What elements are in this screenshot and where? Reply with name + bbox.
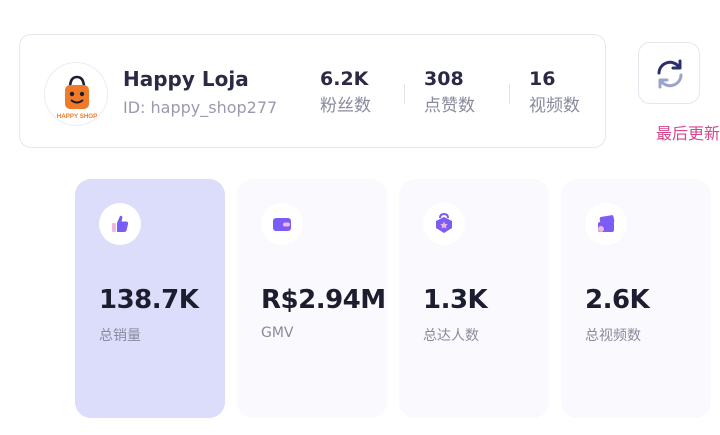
metric-card-total-influencers[interactable]: 1.3K 总达人数 (399, 179, 549, 418)
metric-card-total-sales[interactable]: 138.7K 总销量 (75, 179, 225, 418)
metric-card-gmv[interactable]: R$2.94M GMV (237, 179, 387, 418)
metric-value: 1.3K (423, 285, 488, 315)
stat-videos-label: 视频数 (529, 96, 580, 116)
metric-value: R$2.94M (261, 285, 386, 315)
stat-followers-value: 6.2K (320, 68, 369, 90)
metric-icon-badge (585, 203, 627, 245)
thumbs-up-icon (112, 215, 129, 232)
stat-videos: 16 视频数 (529, 67, 580, 116)
metric-icon-badge (99, 203, 141, 245)
svg-text:HAPPY SHOP: HAPPY SHOP (57, 113, 97, 120)
metric-card-total-videos[interactable]: 2.6K 总视频数 (561, 179, 711, 418)
shop-profile-card: HAPPY SHOP Happy Loja ID: happy_shop277 … (19, 34, 606, 148)
stat-videos-value: 16 (529, 68, 556, 90)
last-updated-label: 最后更新 (656, 124, 720, 143)
metric-label: 总视频数 (585, 328, 641, 344)
metric-icon-badge (423, 203, 465, 245)
refresh-button[interactable] (638, 42, 700, 104)
shop-name: Happy Loja (123, 67, 249, 91)
shop-id: ID: happy_shop277 (123, 98, 278, 117)
stat-likes-value: 308 (424, 68, 464, 90)
shop-avatar[interactable]: HAPPY SHOP (44, 62, 108, 126)
metric-label: GMV (261, 325, 294, 341)
video-stack-icon (598, 215, 615, 232)
stat-followers: 6.2K 粉丝数 (320, 67, 371, 116)
influencer-badge-icon (436, 213, 452, 233)
wallet-icon (273, 218, 291, 231)
metric-label: 总销量 (99, 328, 141, 344)
metric-icon-badge (261, 203, 303, 245)
stat-divider (404, 84, 405, 104)
stat-likes: 308 点赞数 (424, 67, 475, 116)
stat-divider (509, 84, 510, 104)
refresh-icon (657, 59, 683, 89)
metric-value: 138.7K (99, 285, 199, 315)
metric-label: 总达人数 (423, 328, 479, 344)
stat-likes-label: 点赞数 (424, 96, 475, 116)
stat-followers-label: 粉丝数 (320, 96, 371, 116)
metric-value: 2.6K (585, 285, 650, 315)
happy-shop-logo: HAPPY SHOP (57, 75, 97, 120)
